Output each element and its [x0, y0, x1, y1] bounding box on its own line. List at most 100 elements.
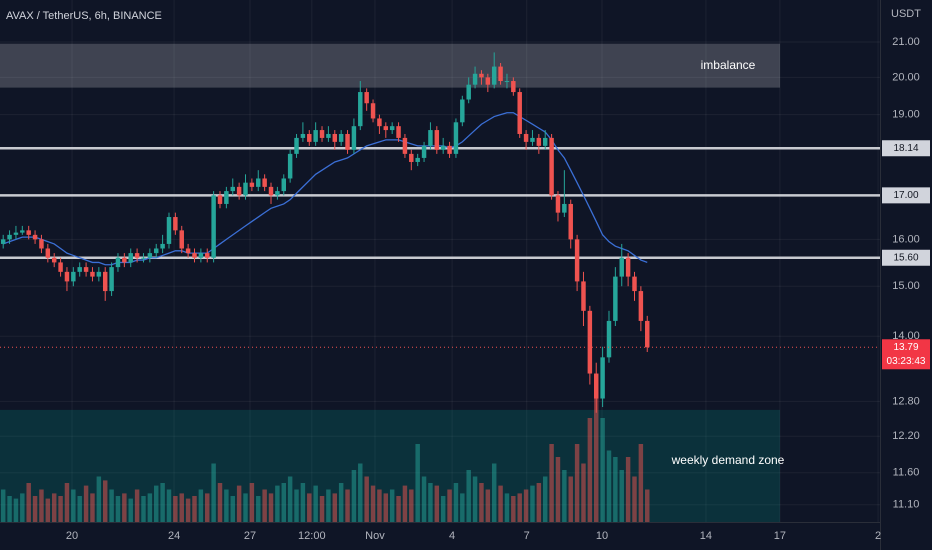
candle-body: [536, 137, 542, 146]
volume-bar: [498, 485, 503, 522]
axis-unit: USDT: [891, 8, 921, 20]
volume-bar: [472, 476, 478, 522]
zone-label: imbalance: [701, 58, 756, 72]
volume-bar: [409, 489, 414, 522]
x-tick-label: 27: [244, 530, 256, 542]
candle-body: [58, 262, 63, 272]
x-tick-label: 2: [875, 530, 881, 542]
candle-body: [638, 291, 644, 321]
candle-body: [109, 267, 114, 292]
volume-bar: [39, 489, 44, 522]
level-tag: [882, 187, 930, 204]
candle-body: [20, 230, 25, 233]
volume-bar: [428, 483, 433, 522]
candle-body: [179, 230, 184, 249]
candle-body: [523, 133, 529, 142]
volume-bar: [173, 496, 178, 522]
candle-body: [51, 257, 57, 263]
x-tick-label: Nov: [365, 530, 385, 542]
volume-bar: [243, 493, 248, 522]
candle-body: [606, 320, 612, 358]
volume-bar: [613, 457, 618, 522]
candle-body: [351, 126, 357, 150]
volume-bar: [109, 489, 114, 522]
y-tick-label: 12.20: [892, 430, 920, 442]
volume-bar: [383, 493, 389, 522]
volume-bar: [530, 485, 535, 522]
volume-bar: [549, 444, 554, 522]
volume-bar: [262, 489, 267, 522]
x-tick-label: 14: [700, 530, 712, 542]
candle-body: [230, 186, 235, 192]
candle-body: [275, 191, 280, 196]
volume-bar: [275, 485, 280, 522]
volume-bar: [421, 476, 427, 522]
candle-body: [479, 73, 484, 78]
candle-body: [594, 373, 599, 399]
volume-bar: [389, 489, 395, 522]
candle-body: [39, 239, 44, 249]
volume-bar: [555, 457, 561, 522]
x-tick-label: 12:00: [298, 530, 326, 542]
volume-bar: [102, 480, 108, 522]
volume-bar: [58, 496, 63, 522]
volume-bar: [211, 463, 216, 522]
candle-body: [160, 243, 165, 249]
volume-bar: [287, 476, 293, 522]
volume-bar: [434, 485, 440, 522]
y-tick-label: 15.00: [892, 280, 920, 292]
volume-bar: [568, 476, 573, 522]
volume-bar: [307, 493, 312, 522]
volume-bar: [440, 496, 446, 522]
candle-body: [504, 81, 510, 83]
candle-body: [600, 357, 605, 399]
y-tick-label: 16.00: [892, 233, 920, 245]
volume-bar: [224, 489, 229, 522]
volume-bar: [90, 493, 95, 522]
y-tick-label: 11.60: [893, 467, 920, 479]
volume-bar: [523, 489, 529, 522]
candle-body: [447, 145, 452, 154]
candle-body: [141, 257, 146, 259]
candle-body: [542, 137, 548, 146]
volume-bar: [154, 485, 159, 522]
volume-bar: [485, 489, 491, 522]
volume-bar: [179, 493, 184, 522]
candle-body: [26, 230, 31, 235]
level-label: 17.00: [893, 190, 918, 201]
last-price-label: 13.79: [893, 342, 918, 353]
candle-body: [198, 253, 204, 258]
volume-bar: [230, 496, 235, 522]
y-tick-label: 14.00: [892, 330, 920, 342]
level-label: 18.14: [893, 143, 918, 154]
candle-body: [434, 130, 440, 150]
candle-body: [338, 133, 344, 142]
x-tick-label: 20: [66, 530, 78, 542]
candle-body: [294, 137, 299, 154]
volume-bar: [466, 470, 471, 522]
volume-bar: [281, 483, 286, 522]
volume-bar: [479, 483, 484, 522]
volume-bar: [319, 496, 325, 522]
volume-bar: [249, 483, 255, 522]
candle-body: [262, 178, 267, 187]
volume-bar: [638, 444, 644, 522]
candle-body: [587, 310, 593, 374]
candle-body: [440, 145, 446, 150]
candle-body: [409, 153, 414, 162]
volume-bar: [504, 493, 510, 522]
y-tick-label: 20.00: [892, 71, 920, 83]
volume-bar: [128, 498, 133, 522]
last-price-tag: [882, 339, 930, 370]
volume-bar: [562, 470, 567, 522]
candle-body: [491, 66, 497, 85]
candle-body: [511, 81, 516, 93]
candle-body: [115, 257, 121, 268]
candle-body: [530, 137, 535, 142]
volume-bar: [7, 496, 12, 522]
level-tag: [882, 249, 930, 266]
volume-bar: [574, 444, 580, 522]
candle-body: [485, 77, 491, 85]
zone: [0, 43, 780, 88]
